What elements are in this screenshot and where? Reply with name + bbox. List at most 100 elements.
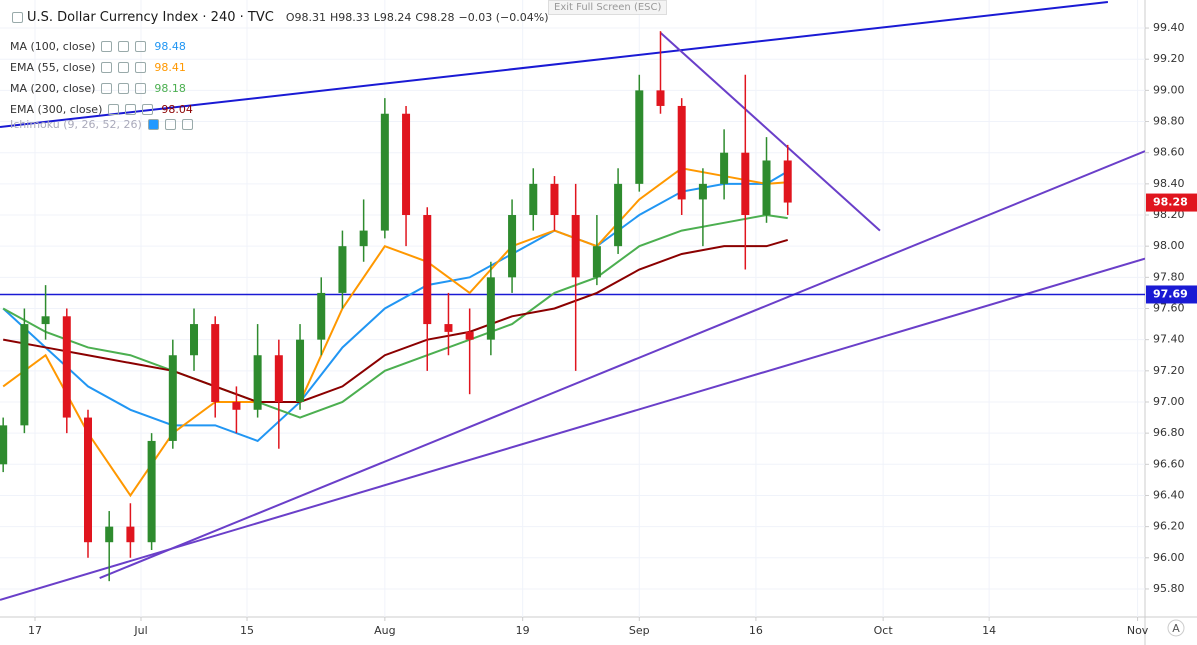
x-tick-label: 17 (28, 624, 42, 637)
indicator-line (2, 170, 789, 443)
exit-fullscreen[interactable]: Exit Full Screen (ESC) (548, 0, 668, 15)
y-tick-label: 96.60 (1153, 457, 1185, 470)
auto-scale-label[interactable]: A (1172, 622, 1180, 635)
y-tick-label: 96.00 (1153, 551, 1185, 564)
candle-body (338, 246, 347, 293)
y-tick-label: 97.40 (1153, 333, 1185, 346)
x-tick-label: 19 (516, 624, 530, 637)
trendline (659, 31, 881, 232)
symbol-row: U.S. Dollar Currency Index · 240 · TVC O… (10, 10, 548, 25)
indicator-line (2, 214, 788, 419)
candle-body (486, 277, 495, 340)
format-icon[interactable] (118, 62, 130, 73)
candle-body (592, 246, 601, 278)
high: H98.33 (329, 11, 370, 24)
format-icon[interactable] (118, 83, 130, 94)
candle-body (677, 105, 686, 200)
x-tick-label: Oct (874, 624, 894, 637)
candle-body (147, 440, 156, 543)
candle-body (741, 152, 750, 216)
indicator-row: MA (100, close) 98.48 (10, 40, 186, 53)
y-tick-label: 99.00 (1153, 83, 1185, 96)
candle-body (83, 417, 92, 543)
indicator-row: MA (200, close) 98.18 (10, 82, 186, 95)
close-icon[interactable] (135, 62, 147, 73)
trendline (99, 150, 1145, 579)
price-tag-label: 97.69 (1153, 287, 1188, 300)
settings-icon[interactable] (108, 104, 120, 115)
candle-body (698, 183, 707, 200)
y-tick-label: 97.80 (1153, 270, 1185, 283)
candle-body (635, 90, 644, 184)
x-tick-label: 16 (749, 624, 763, 637)
candle-body (105, 526, 114, 543)
legend-name: MA (100, close) (10, 40, 96, 53)
candle-body (720, 152, 729, 184)
plot-area (0, 1, 1145, 601)
last-price-tag (1146, 193, 1197, 212)
candle-body (508, 215, 517, 278)
settings-icon[interactable] (101, 62, 113, 73)
candle-body (211, 324, 220, 402)
candle-body (126, 526, 135, 543)
candle-body (62, 316, 71, 418)
candle-body (444, 324, 453, 332)
low: L98.24 (373, 11, 412, 24)
y-tick-label: 98.40 (1153, 177, 1185, 190)
close-icon[interactable] (135, 83, 147, 94)
candle-body (20, 324, 29, 426)
collapse-icon[interactable] (12, 12, 23, 23)
candle-body (656, 90, 665, 106)
price-tag (1146, 285, 1197, 304)
settings-icon[interactable] (164, 119, 176, 130)
indicator-row: EMA (55, close) 98.41 (10, 61, 186, 74)
y-tick-label: 98.60 (1153, 146, 1185, 159)
candle-body (296, 339, 305, 402)
settings-icon[interactable] (101, 41, 113, 52)
candle-body (380, 113, 389, 231)
y-tick-label: 96.80 (1153, 426, 1185, 439)
axes: 95.80 96.00 96.20 96.40 96.60 96.80 97.00 97.20… (28, 21, 1197, 637)
candle-body (550, 183, 559, 216)
close-icon[interactable] (181, 119, 193, 130)
candle-body (614, 183, 623, 247)
last-price-label: 98.28 (1153, 196, 1188, 209)
change: −0.03 (−0.04%) (458, 11, 549, 24)
x-tick-label: Nov (1127, 624, 1149, 637)
candle-body (571, 215, 580, 278)
indicator-row: Ichimoku (9, 26, 52, 26) (10, 118, 193, 131)
legend-value: 98.18 (154, 82, 186, 95)
close-icon[interactable] (142, 104, 154, 115)
trendline (0, 1, 1109, 128)
candle-body (465, 331, 474, 340)
auto-scale-button[interactable] (1167, 619, 1185, 637)
y-tick-label: 99.40 (1153, 21, 1185, 34)
indicator-line (2, 238, 789, 403)
format-icon[interactable] (118, 41, 130, 52)
legend-name: MA (200, close) (10, 82, 96, 95)
open: O98.31 (285, 11, 326, 24)
settings-icon[interactable] (101, 83, 113, 94)
candle-body (762, 160, 771, 216)
close-icon[interactable] (135, 41, 147, 52)
candle-body (783, 160, 792, 203)
candle-body (190, 324, 199, 356)
candle-body (274, 355, 283, 402)
format-icon[interactable] (125, 104, 137, 115)
candle-body (529, 183, 538, 216)
y-tick-label: 97.20 (1153, 364, 1185, 377)
candle-body (402, 113, 411, 216)
legend-name: EMA (55, close) (10, 61, 96, 74)
legend-value: 98.41 (154, 61, 186, 74)
candle-body (41, 316, 50, 325)
legend-value: 98.04 (161, 103, 193, 116)
indicator-row: EMA (300, close) 98.04 (10, 103, 193, 116)
candle-body (232, 401, 241, 410)
candle-body (0, 425, 8, 465)
candle-body (253, 355, 262, 410)
legend-name: EMA (300, close) (10, 103, 103, 116)
eye-icon[interactable] (147, 119, 159, 130)
candle-body (359, 230, 368, 247)
x-tick-label: Aug (374, 624, 395, 637)
